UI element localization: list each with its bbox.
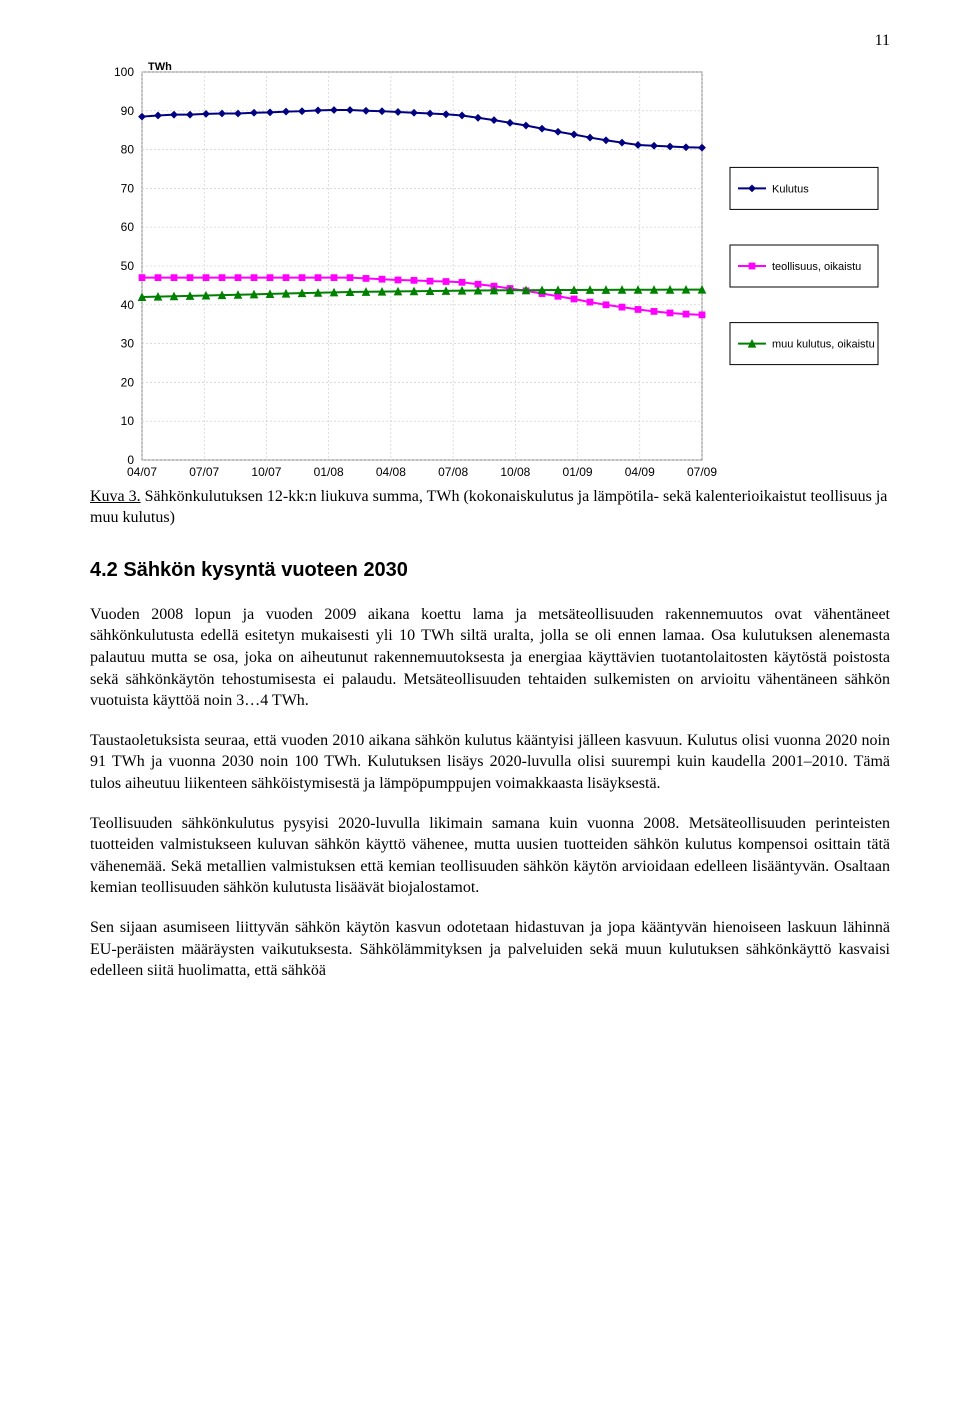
svg-text:100: 100 [114,65,134,79]
svg-text:04/07: 04/07 [127,465,157,478]
svg-text:muu kulutus, oikaistu: muu kulutus, oikaistu [772,338,875,350]
svg-text:10/07: 10/07 [251,465,281,478]
paragraph-4: Sen sijaan asumiseen liittyvän sähkön kä… [90,917,890,982]
svg-text:90: 90 [121,103,135,117]
paragraph-1: Vuoden 2008 lopun ja vuoden 2009 aikana … [90,604,890,712]
svg-text:10/08: 10/08 [500,465,530,478]
svg-text:60: 60 [121,220,135,234]
svg-text:70: 70 [121,181,135,195]
svg-text:30: 30 [121,336,135,350]
svg-text:80: 80 [121,142,135,156]
svg-text:07/07: 07/07 [189,465,219,478]
line-chart: 010203040506070809010004/0707/0710/0701/… [90,58,890,478]
svg-text:40: 40 [121,297,135,311]
svg-text:04/09: 04/09 [625,465,655,478]
page-number: 11 [90,30,890,52]
section-heading: 4.2 Sähkön kysyntä vuoteen 2030 [90,557,890,584]
caption-text: Sähkönkulutuksen 12-kk:n liukuva summa, … [90,488,887,527]
svg-text:Kulutus: Kulutus [772,183,809,195]
paragraph-3: Teollisuuden sähkönkulutus pysyisi 2020-… [90,813,890,899]
svg-text:07/09: 07/09 [687,465,717,478]
chart-container: 010203040506070809010004/0707/0710/0701/… [90,58,890,478]
svg-text:01/09: 01/09 [563,465,593,478]
svg-text:01/08: 01/08 [314,465,344,478]
figure-caption: Kuva 3. Sähkönkulutuksen 12-kk:n liukuva… [90,486,890,529]
svg-text:20: 20 [121,375,135,389]
svg-text:50: 50 [121,259,135,273]
svg-text:04/08: 04/08 [376,465,406,478]
paragraph-2: Taustaoletuksista seuraa, että vuoden 20… [90,730,890,795]
caption-prefix: Kuva 3. [90,488,141,505]
svg-text:TWh: TWh [148,61,172,73]
svg-text:teollisuus, oikaistu: teollisuus, oikaistu [772,261,861,273]
svg-text:10: 10 [121,414,135,428]
svg-text:07/08: 07/08 [438,465,468,478]
